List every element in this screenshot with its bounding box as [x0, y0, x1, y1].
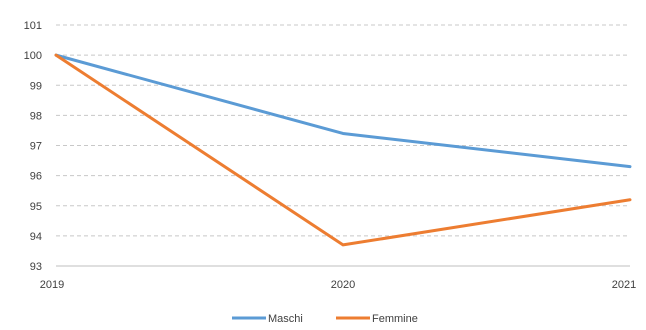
y-tick-label-100: 100 [24, 50, 42, 62]
y-tick-label-93: 93 [30, 261, 42, 273]
y-tick-label-94: 94 [30, 231, 42, 243]
y-tick-label-96: 96 [30, 171, 42, 183]
y-tick-label-97: 97 [30, 141, 42, 153]
x-tick-labels: 2019 2020 2021 [40, 279, 636, 291]
series-line-femmine [54, 53, 632, 247]
y-tick-label-101: 101 [24, 20, 42, 32]
legend-label-femmine: Femmine [372, 313, 418, 325]
y-tick-label-95: 95 [30, 201, 42, 213]
y-tick-label-99: 99 [30, 80, 42, 92]
legend: Maschi Femmine [232, 313, 418, 325]
x-tick-label-2020: 2020 [331, 279, 355, 291]
y-tick-labels: 93 94 95 96 97 98 99 100 101 [24, 20, 42, 273]
x-tick-label-2021: 2021 [612, 279, 636, 291]
y-tick-label-98: 98 [30, 110, 42, 122]
x-tick-label-2019: 2019 [40, 279, 64, 291]
series-lines [54, 53, 632, 247]
gridlines [56, 24, 630, 237]
legend-label-maschi: Maschi [268, 313, 303, 325]
